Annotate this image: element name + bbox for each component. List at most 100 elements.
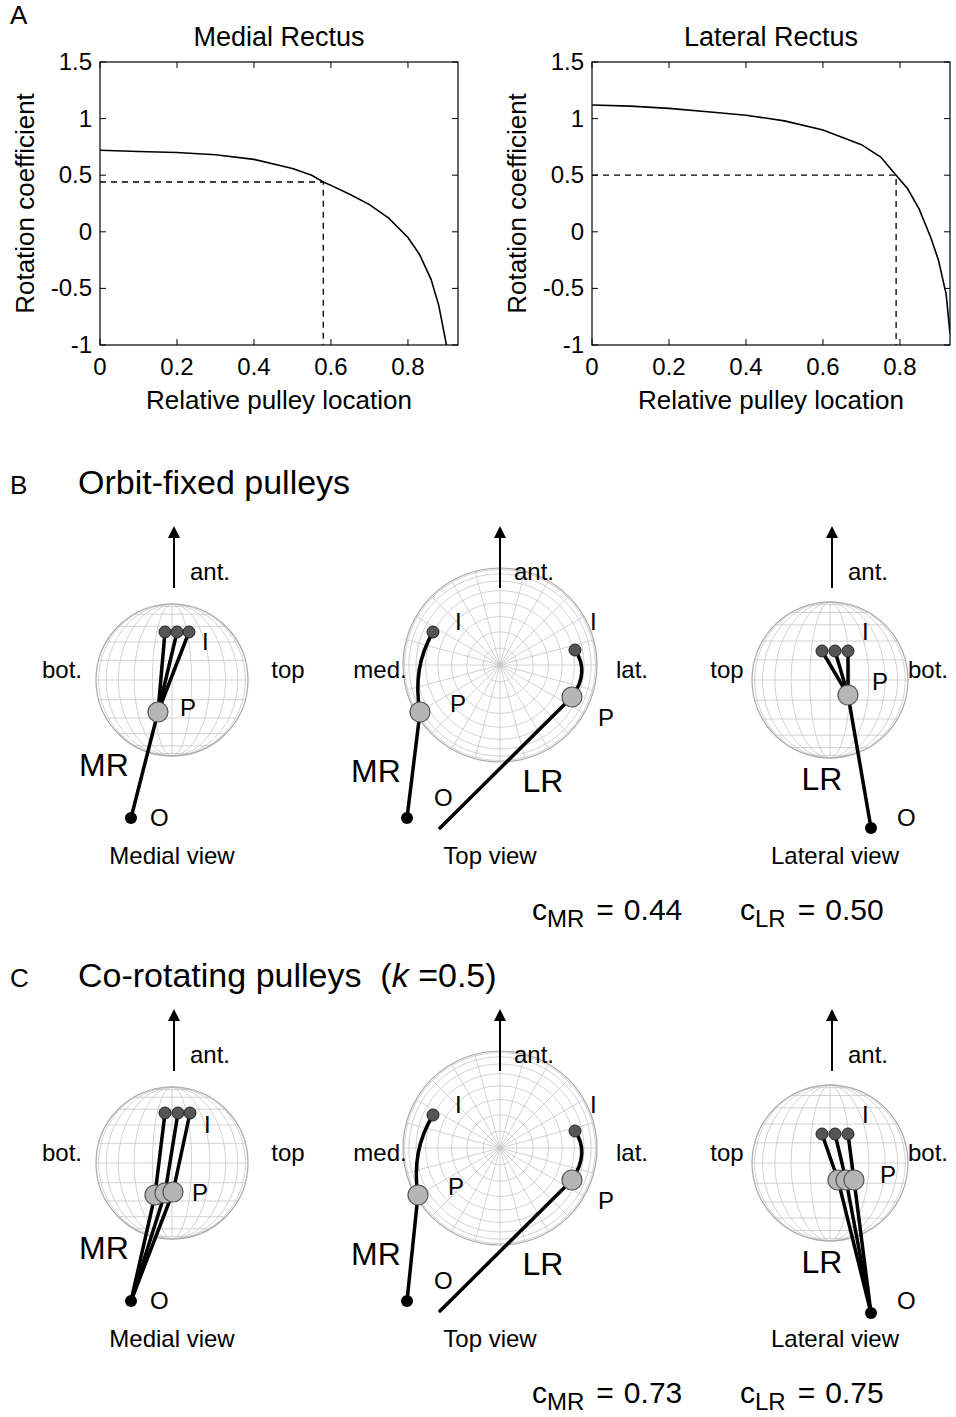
coefficient: cLR=0.50 (740, 893, 884, 932)
reference-line (592, 175, 896, 345)
figure: AMedial Rectus-1-0.500.511.500.20.40.60.… (0, 0, 956, 1417)
muscle-label: MR (79, 747, 129, 783)
insertion-point (829, 1128, 841, 1140)
sphere-grid (452, 1064, 501, 1148)
insertion-point (842, 645, 854, 657)
view: ant.med.lat.Top viewMROPILRPI (351, 526, 648, 869)
y-tick (452, 288, 458, 289)
coef-value: 0.50 (825, 893, 883, 926)
x-tick (330, 62, 331, 68)
coef-value: 0.75 (825, 1376, 883, 1409)
y-tick (944, 118, 950, 119)
coefficient: cMR=0.73 (532, 1376, 682, 1415)
plot-frame (100, 62, 458, 345)
muscle-path (131, 712, 158, 818)
insertion-point (159, 626, 171, 638)
point-label: O (150, 804, 169, 831)
sphere-grid (500, 1148, 584, 1197)
panel-letter: C (10, 963, 29, 993)
sphere-grid (500, 596, 569, 665)
point-label: O (897, 804, 916, 831)
direction-label: bot. (908, 656, 948, 683)
view-name: Medial view (109, 842, 235, 869)
point-label: O (150, 1287, 169, 1314)
insertion-point (183, 626, 195, 638)
muscle-path (440, 697, 572, 828)
coefficient: cLR=0.75 (740, 1376, 884, 1415)
muscle-label: MR (79, 1230, 129, 1266)
direction-label: top (710, 1139, 743, 1166)
panel-letter: A (10, 0, 28, 30)
view-name: Lateral view (771, 1325, 900, 1352)
point-label: I (862, 1101, 869, 1128)
y-tick-label: 0.5 (551, 161, 584, 188)
coef-relation: = (798, 893, 816, 926)
sphere-grid (500, 1064, 549, 1148)
view-name: Top view (443, 842, 537, 869)
sphere-grid (431, 1079, 500, 1148)
x-tick-label: 0.4 (237, 353, 270, 380)
x-tick (668, 339, 669, 345)
coef-sub: MR (547, 1388, 584, 1415)
view: ant.bot.topMedial viewMROPI (42, 526, 305, 869)
view-name: Lateral view (771, 842, 900, 869)
insertion-point (829, 645, 841, 657)
insertion-point (816, 645, 828, 657)
pulley-point (844, 1170, 864, 1190)
sphere (403, 568, 597, 762)
panel-title: Orbit-fixed pulleys (78, 463, 350, 501)
sphere-grid (762, 602, 897, 758)
point-label: P (180, 694, 196, 721)
arrow (499, 536, 501, 588)
sphere (752, 602, 908, 758)
arrow (499, 1019, 501, 1071)
title-part: =0.5) (409, 956, 497, 994)
point-label: I (204, 1111, 211, 1138)
panel-title: Co-rotating pulleys (k =0.5) (78, 956, 497, 994)
view-name: Medial view (109, 1325, 235, 1352)
sphere-grid (500, 665, 525, 759)
arrow-head (494, 526, 506, 538)
point-label: I (455, 608, 462, 635)
sphere (96, 1087, 248, 1239)
direction-label: med. (353, 656, 406, 683)
plot-frame (592, 62, 950, 345)
arrow-head (168, 1009, 180, 1021)
sphere (403, 1051, 597, 1245)
sphere-grid (99, 604, 246, 756)
point-label: P (192, 1179, 208, 1206)
y-tick-label: 0 (571, 218, 584, 245)
sphere (752, 1085, 908, 1241)
direction-label: med. (353, 1139, 406, 1166)
arrow-head (168, 526, 180, 538)
insertion-point (427, 626, 439, 638)
direction-label: ant. (514, 1041, 554, 1068)
muscle-path (838, 1180, 871, 1313)
muscle (816, 645, 877, 834)
sphere-grid (134, 1087, 210, 1239)
x-tick-label: 0.8 (883, 353, 916, 380)
x-tick-label: 0.2 (652, 353, 685, 380)
sphere-grid (500, 1148, 525, 1242)
reference-line (100, 182, 323, 345)
sphere-grid (500, 665, 501, 762)
insertion-point (569, 1125, 581, 1137)
x-axis-title: Relative pulley location (638, 385, 904, 415)
origin-point (401, 812, 413, 824)
muscle-label: LR (802, 1244, 843, 1280)
point-label: I (455, 1091, 462, 1118)
x-tick (745, 62, 746, 68)
coef-sub: MR (547, 905, 584, 932)
arrow (173, 1019, 175, 1071)
sphere-grid (755, 602, 906, 758)
direction-label: top (271, 656, 304, 683)
sphere-grid (755, 1085, 906, 1241)
muscle-path (407, 712, 420, 818)
y-tick-label: 1.5 (59, 48, 92, 75)
x-tick (822, 339, 823, 345)
muscle-label: MR (351, 753, 401, 789)
x-tick-label: 0.6 (314, 353, 347, 380)
origin-point (865, 822, 877, 834)
sphere-grid (475, 1148, 500, 1242)
arrow (831, 536, 833, 588)
